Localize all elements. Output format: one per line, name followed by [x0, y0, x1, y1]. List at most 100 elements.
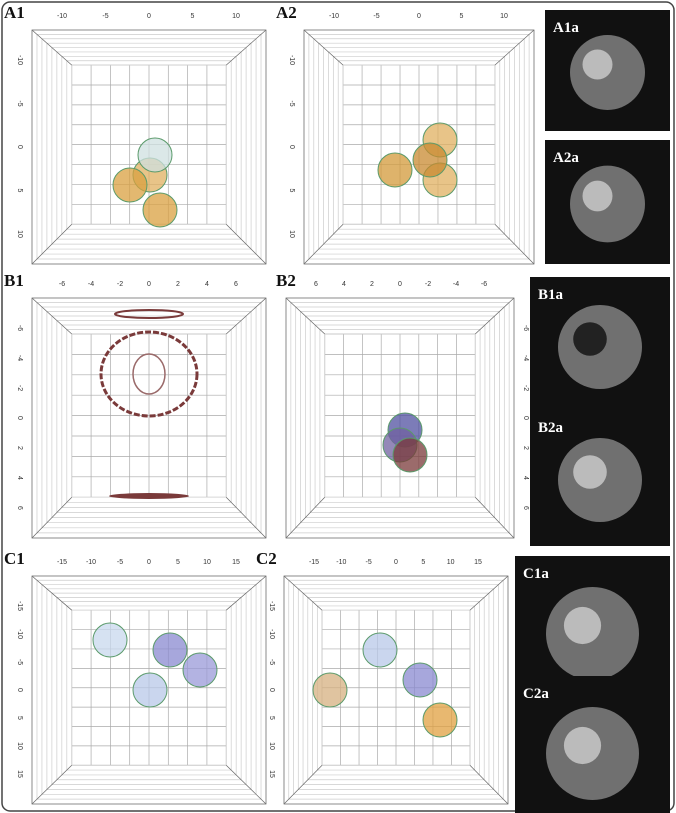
cell-blob: [362, 632, 398, 668]
image-label: B2a: [538, 420, 564, 436]
side-tick-label: -6: [16, 325, 23, 331]
side-tick-label: 0: [16, 688, 23, 692]
top-tick-label: -10: [86, 559, 96, 566]
cell-disc: [109, 493, 189, 499]
side-tick-label: 10: [16, 230, 23, 238]
panel-label: A1: [4, 3, 25, 22]
side-tick-label: -10: [268, 629, 275, 639]
cell-image: [582, 49, 613, 80]
image-label: A1a: [553, 20, 579, 36]
box-line: [31, 496, 73, 539]
box-line: [474, 496, 515, 539]
panel-label: B1: [4, 271, 24, 290]
cell-disc: [114, 309, 184, 319]
top-tick-label: -15: [309, 559, 319, 566]
top-tick-label: 2: [176, 281, 180, 288]
side-tick-label: -5: [288, 100, 295, 106]
cell-ring: [132, 353, 166, 395]
side-tick-label: 4: [522, 476, 529, 480]
box-line: [225, 297, 267, 335]
box-line: [285, 297, 325, 335]
side-tick-label: -10: [288, 55, 295, 65]
side-tick-label: 0: [288, 145, 295, 149]
top-tick-label: 2: [370, 281, 374, 288]
cell-blob: [402, 662, 438, 698]
box-line: [494, 29, 535, 66]
box-line: [494, 223, 535, 265]
top-tick-label: -4: [88, 281, 94, 288]
side-tick-label: 10: [268, 742, 275, 750]
plot-panel: -15 -10 -5 0 5 10 15 -15 -10 -5 0 5 10 15 C1: [4, 549, 267, 805]
side-tick-label: 4: [16, 476, 23, 480]
side-tick-label: -5: [16, 100, 23, 106]
top-tick-label: -6: [481, 281, 487, 288]
top-tick-label: 10: [203, 559, 211, 566]
side-tick-label: -10: [16, 629, 23, 639]
top-tick-label: 10: [232, 13, 240, 20]
plot-panel: -15 -10 -5 0 5 10 15 -15 -10 -5 0 5 10 15 C2: [256, 549, 509, 805]
outer-box: [31, 297, 267, 539]
side-tick-label: 5: [268, 716, 275, 720]
box-line: [225, 223, 267, 265]
top-tick-label: 6: [314, 281, 318, 288]
top-tick-label: 5: [191, 13, 195, 20]
side-tick-label: 6: [522, 506, 529, 510]
top-tick-label: 0: [147, 13, 151, 20]
image-label: C2a: [523, 686, 549, 702]
side-tick-label: -15: [16, 601, 23, 611]
top-tick-label: 0: [394, 559, 398, 566]
top-tick-label: 0: [398, 281, 402, 288]
top-tick-label: 5: [460, 13, 464, 20]
plot-panel: -6 -4 -2 0 2 4 6 -6 -4 -2 0 2 4 6 B1: [4, 271, 267, 539]
side-tick-label: 10: [16, 742, 23, 750]
box-line: [303, 223, 344, 265]
outer-box: [31, 575, 267, 805]
side-tick-label: 5: [16, 716, 23, 720]
cell-blob: [412, 142, 448, 178]
side-tick-label: -4: [522, 355, 529, 361]
outer-box: [303, 29, 535, 265]
outer-box: [283, 575, 509, 805]
top-tick-label: -10: [329, 13, 339, 20]
box-line: [475, 297, 515, 335]
top-tick-label: -15: [57, 559, 67, 566]
top-tick-label: -5: [373, 13, 379, 20]
panel-label: B2: [276, 271, 296, 290]
box-line: [283, 575, 323, 611]
cell-blob: [112, 167, 148, 203]
box-line: [225, 29, 267, 66]
top-tick-label: 0: [417, 13, 421, 20]
outer-box: [285, 297, 515, 539]
top-tick-label: 0: [147, 281, 151, 288]
top-tick-label: 6: [234, 281, 238, 288]
side-tick-label: 6: [16, 506, 23, 510]
plot-panel: -10 -5 0 5 10 -10 -5 0 5 10 A2: [276, 3, 535, 265]
top-tick-label: 10: [447, 559, 455, 566]
cell-blob: [142, 192, 178, 228]
box-line: [225, 575, 267, 611]
box-line: [285, 496, 326, 539]
cell-blob: [312, 672, 348, 708]
top-tick-label: 4: [205, 281, 209, 288]
cell-blob: [392, 437, 428, 473]
cell-ring: [99, 330, 199, 418]
top-tick-label: -10: [336, 559, 346, 566]
cell-blob: [422, 702, 458, 738]
cell-blob: [132, 672, 168, 708]
top-tick-label: -2: [425, 281, 431, 288]
top-tick-label: 5: [421, 559, 425, 566]
cell-blob: [377, 152, 413, 188]
top-tick-label: 4: [342, 281, 346, 288]
top-tick-label: -5: [102, 13, 108, 20]
box-line: [225, 496, 267, 539]
cell-image: [573, 322, 607, 356]
side-tick-label: 0: [16, 145, 23, 149]
cell-blob: [182, 652, 218, 688]
image-label: B1a: [538, 287, 564, 303]
image-label: C1a: [523, 566, 549, 582]
panel-label: C1: [4, 549, 25, 568]
top-tick-label: 15: [474, 559, 482, 566]
top-tick-label: -2: [117, 281, 123, 288]
side-tick-label: -5: [268, 659, 275, 665]
